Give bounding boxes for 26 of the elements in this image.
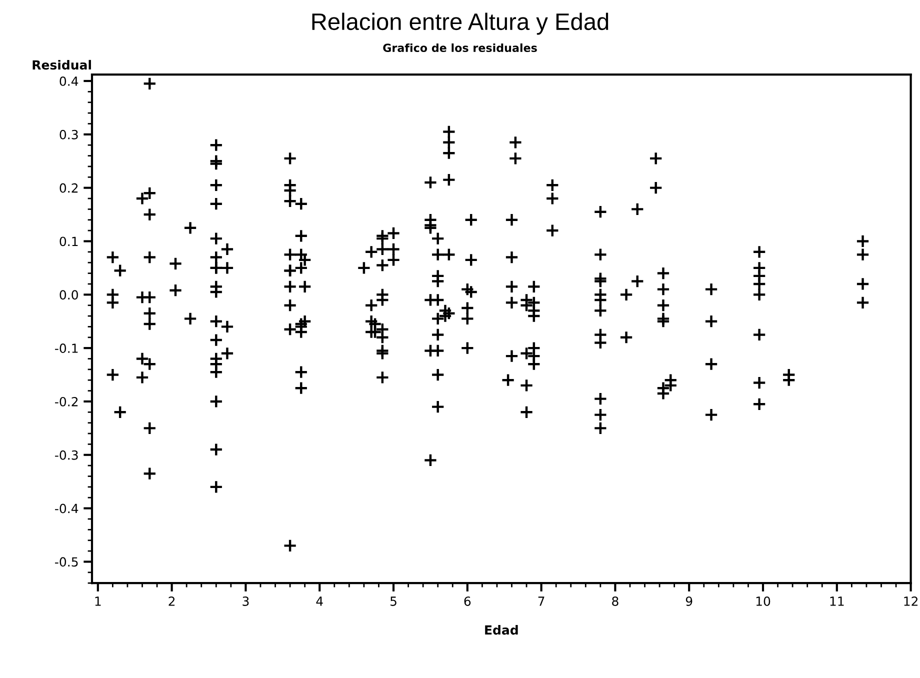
y-tick-label: -0.4 (55, 504, 78, 514)
x-tick-label: 9 (686, 596, 692, 606)
chart-title: Relacion entre Altura y Edad (312, 12, 608, 35)
y-tick-label: 0.3 (60, 130, 78, 140)
x-tick-label: 10 (756, 596, 770, 606)
y-axis-title: Residual (32, 60, 91, 70)
y-tick-label: -0.1 (55, 344, 78, 353)
x-axis-title: Edad (485, 625, 518, 635)
x-tick-label: 5 (390, 596, 396, 606)
x-tick-label: 7 (538, 596, 544, 606)
x-tick-label: 8 (612, 596, 618, 606)
x-tick-label: 11 (830, 596, 844, 606)
y-tick-label: 0.1 (60, 236, 78, 246)
x-tick-label: 1 (95, 596, 101, 606)
y-tick-label: -0.5 (55, 557, 78, 567)
chart-subtitle: Grafico de los residuales (383, 43, 537, 52)
y-tick-label: 0.0 (60, 290, 78, 300)
y-tick-label: -0.3 (55, 450, 78, 460)
y-tick-label: -0.2 (55, 396, 78, 406)
x-tick-label: 6 (464, 596, 471, 606)
x-tick-label: 4 (316, 596, 323, 606)
x-tick-label: 12 (904, 596, 918, 606)
x-tick-label: 3 (242, 596, 249, 606)
y-tick-label: 0.2 (60, 183, 78, 193)
x-tick-label: 2 (168, 596, 175, 606)
y-tick-label: 0.4 (60, 76, 78, 86)
